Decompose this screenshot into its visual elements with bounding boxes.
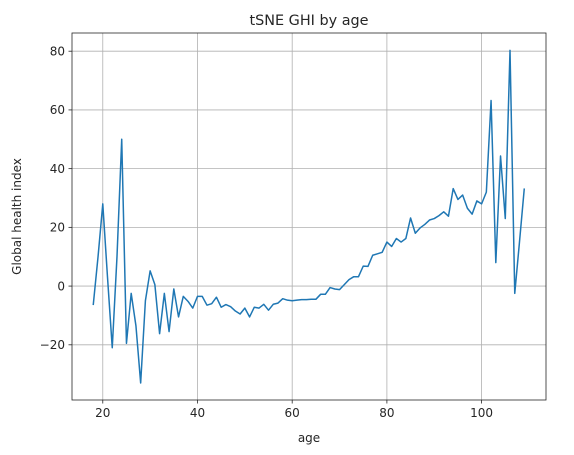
y-tick-label: 60 [50, 103, 65, 117]
y-tick-label: 40 [50, 162, 65, 176]
series-line [92, 49, 526, 384]
x-tick-label: 60 [285, 406, 300, 420]
x-tick-label: 80 [379, 406, 394, 420]
y-tick-label: 80 [50, 45, 65, 59]
tick-layer: 20 40 60 80 100 −20 0 20 40 60 80 [40, 45, 493, 420]
y-tick-label: 0 [57, 279, 65, 293]
x-tick-label: 40 [190, 406, 205, 420]
x-tick-label: 100 [470, 406, 493, 420]
y-axis-label: Global health index [10, 158, 24, 275]
y-tick-label: 20 [50, 221, 65, 235]
y-tick-label: −20 [40, 338, 65, 352]
grid-layer [72, 33, 546, 400]
chart-title: tSNE GHI by age [249, 13, 368, 29]
x-tick-label: 20 [95, 406, 110, 420]
series-layer [92, 49, 526, 384]
x-axis-label: age [298, 431, 320, 445]
plot-frame [71, 32, 547, 401]
